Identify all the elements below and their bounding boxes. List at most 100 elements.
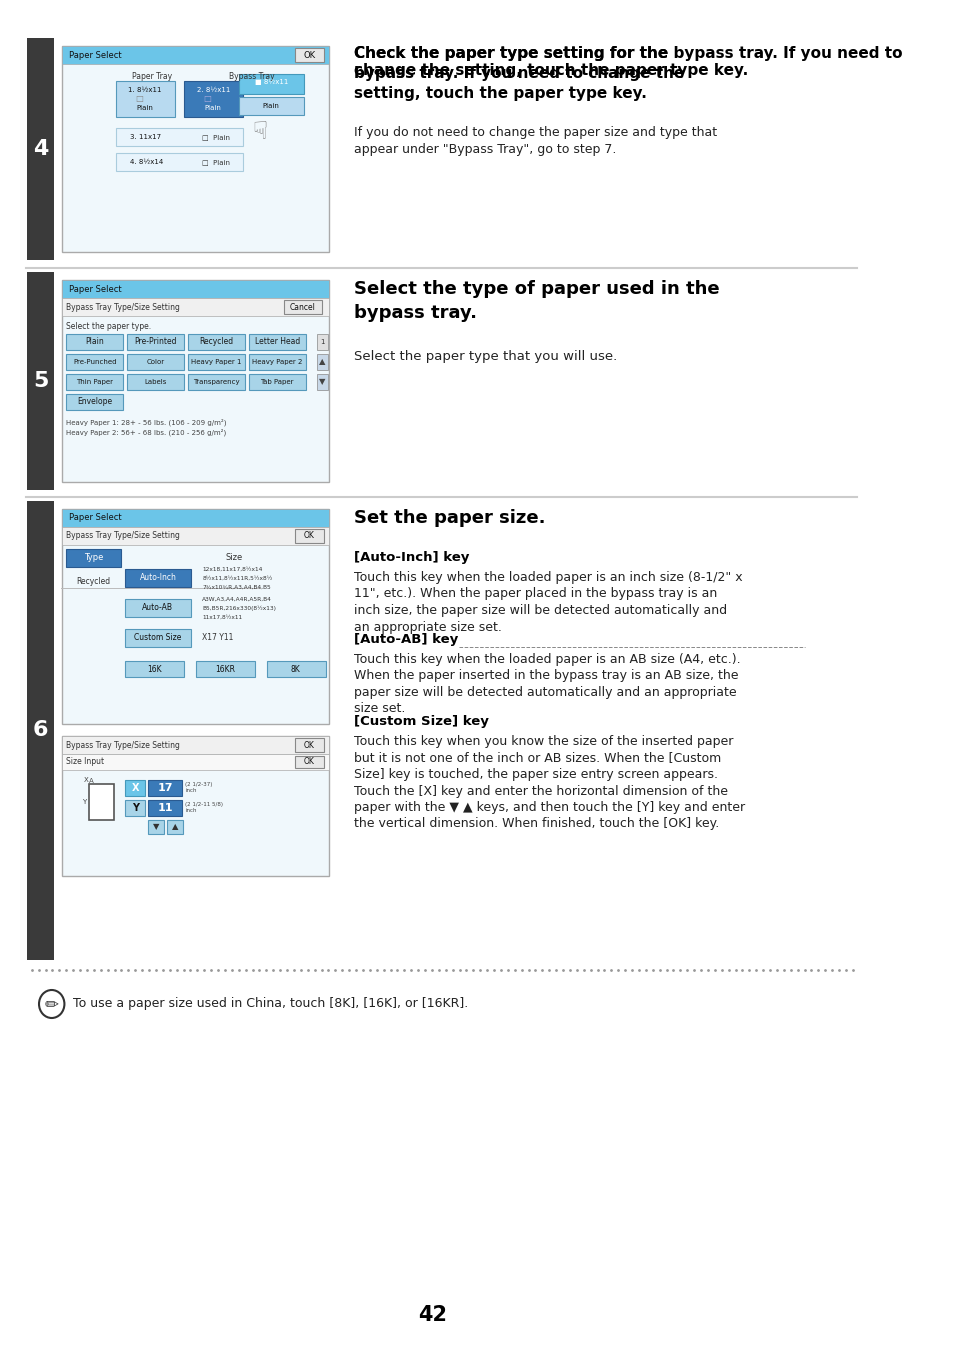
Bar [62, 46, 329, 253]
Text: Paper Select: Paper Select [69, 285, 121, 293]
Text: A3W,A3,A4,A4R,A5R,B4: A3W,A3,A4,A4R,A5R,B4 [202, 597, 272, 603]
Text: OK: OK [304, 758, 314, 766]
Bar [116, 128, 243, 146]
Bar [125, 661, 184, 677]
Text: Custom Size: Custom Size [134, 634, 181, 643]
Text: Paper Select: Paper Select [69, 50, 121, 59]
Text: B5,B5R,216x330(8½x13): B5,B5R,216x330(8½x13) [202, 607, 276, 612]
Text: Size Input: Size Input [66, 758, 104, 766]
Text: ▼: ▼ [318, 377, 325, 386]
Bar [188, 354, 245, 370]
Text: □: □ [134, 95, 143, 104]
Text: inch: inch [185, 808, 196, 813]
Bar [62, 754, 329, 770]
Text: 16K: 16K [147, 665, 161, 674]
Text: Heavy Paper 2: 56+ - 68 lbs. (210 - 256 g/m²): Heavy Paper 2: 56+ - 68 lbs. (210 - 256 … [66, 428, 226, 435]
Text: Auto-AB: Auto-AB [142, 604, 173, 612]
Bar [249, 374, 306, 390]
Bar [148, 820, 164, 834]
Text: □  Plain: □ Plain [202, 134, 230, 141]
Text: Plain: Plain [136, 105, 153, 111]
Bar [62, 299, 329, 316]
Text: 5: 5 [33, 372, 49, 390]
Bar [148, 780, 182, 796]
Bar [62, 527, 329, 544]
Bar [125, 800, 145, 816]
Text: OK: OK [303, 50, 315, 59]
Bar [89, 784, 114, 820]
Text: Tab Paper: Tab Paper [260, 380, 294, 385]
Bar [167, 820, 183, 834]
Text: Plain: Plain [205, 105, 221, 111]
Text: Touch this key when the loaded paper is an AB size (A4, etc.).
When the paper in: Touch this key when the loaded paper is … [354, 653, 740, 716]
Bar [127, 334, 184, 350]
Text: 11x17,8½x11: 11x17,8½x11 [202, 615, 242, 620]
Text: 42: 42 [417, 1305, 447, 1325]
Bar [127, 374, 184, 390]
Bar [294, 757, 324, 767]
Bar [294, 738, 324, 753]
Text: Pre-Punched: Pre-Punched [73, 359, 116, 365]
Text: 4. 8½x14: 4. 8½x14 [130, 159, 163, 165]
Bar [66, 549, 120, 567]
Bar [66, 374, 123, 390]
Text: Heavy Paper 2: Heavy Paper 2 [252, 359, 302, 365]
Text: ▼: ▼ [152, 823, 159, 831]
Bar [62, 736, 329, 754]
Text: [Custom Size] key: [Custom Size] key [354, 715, 488, 728]
Bar [316, 374, 327, 390]
Text: Bypass Tray: Bypass Tray [229, 72, 274, 81]
Bar [116, 153, 243, 172]
Text: [Auto-Inch] key: [Auto-Inch] key [354, 551, 469, 563]
Bar [316, 354, 327, 370]
Text: Select the paper type that you will use.: Select the paper type that you will use. [354, 350, 617, 363]
Text: Plain: Plain [263, 103, 279, 109]
Bar [62, 280, 329, 299]
Bar [62, 509, 329, 527]
Text: Recycled: Recycled [199, 338, 233, 346]
Bar [66, 334, 123, 350]
Text: inch: inch [185, 788, 196, 793]
Bar [188, 374, 245, 390]
Text: Bypass Tray Type/Size Setting: Bypass Tray Type/Size Setting [66, 303, 180, 312]
Bar [62, 280, 329, 482]
Text: Check the paper type setting for the bypass tray. If you need to change the sett: Check the paper type setting for the byp… [354, 46, 902, 78]
Text: 2. 8½x11: 2. 8½x11 [196, 86, 230, 93]
Bar [62, 509, 329, 724]
Text: X17 Y11: X17 Y11 [202, 634, 233, 643]
Bar [148, 800, 182, 816]
Text: 4: 4 [33, 139, 49, 159]
Text: Y: Y [132, 802, 138, 813]
Text: To use a paper size used in China, touch [8K], [16K], or [16KR].: To use a paper size used in China, touch… [72, 997, 467, 1011]
Text: Type: Type [84, 554, 103, 562]
Text: (2 1/2-11 5/8): (2 1/2-11 5/8) [185, 802, 223, 807]
Text: Set the paper size.: Set the paper size. [354, 509, 545, 527]
Bar [28, 501, 54, 961]
Bar [267, 661, 325, 677]
Text: Transparency: Transparency [193, 380, 239, 385]
Bar [125, 630, 191, 647]
Text: Select the paper type.: Select the paper type. [66, 322, 152, 331]
Text: ✏: ✏ [45, 994, 58, 1013]
Text: ■ 8½x11: ■ 8½x11 [254, 78, 288, 85]
Bar [28, 38, 54, 259]
Text: (2 1/2-37): (2 1/2-37) [185, 782, 213, 788]
Bar [238, 74, 304, 95]
Text: 8½x11,8½x11R,5½x8½: 8½x11,8½x11R,5½x8½ [202, 576, 273, 581]
Text: 12x18,11x17,8½x14: 12x18,11x17,8½x14 [202, 567, 262, 571]
Text: Color: Color [147, 359, 165, 365]
Text: Cancel: Cancel [290, 303, 315, 312]
Text: 3. 11x17: 3. 11x17 [130, 134, 161, 141]
Text: ☟: ☟ [252, 120, 267, 145]
Bar [294, 49, 324, 62]
Text: Labels: Labels [144, 380, 167, 385]
Bar [66, 394, 123, 409]
Bar [125, 780, 145, 796]
Circle shape [39, 990, 65, 1019]
Bar [249, 334, 306, 350]
Text: Y: Y [82, 798, 86, 805]
Text: Bypass Tray Type/Size Setting: Bypass Tray Type/Size Setting [66, 531, 180, 540]
Bar [184, 81, 243, 118]
Text: 6: 6 [33, 720, 49, 740]
Text: OK: OK [304, 740, 314, 750]
